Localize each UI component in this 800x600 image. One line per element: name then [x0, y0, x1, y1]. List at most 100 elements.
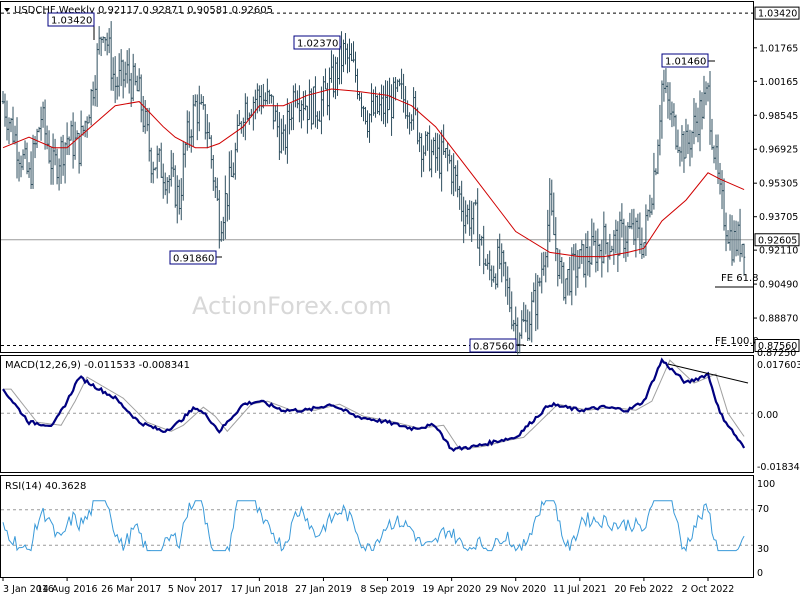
price-tick-label: 0.98545	[759, 111, 798, 122]
svg-text:0.87560: 0.87560	[473, 342, 514, 353]
ohlc-bar	[722, 178, 726, 231]
ohlc-bar	[278, 111, 281, 161]
ohlc-bar	[478, 234, 481, 266]
ohlc-bar	[164, 172, 167, 196]
price-bars	[1, 21, 746, 355]
macd-tick-top: 0.017603	[757, 360, 800, 371]
ohlc-bar	[180, 178, 183, 221]
ohlc-bar	[210, 135, 213, 169]
ohlc-bar	[137, 68, 141, 92]
ohlc-bar	[664, 68, 668, 94]
macd-tick-zero: 0.00	[757, 410, 778, 421]
ohlc-bar	[129, 72, 133, 108]
ohlc-bar	[264, 92, 267, 105]
ohlc-bar	[202, 95, 205, 110]
ohlc-bar	[530, 291, 533, 343]
ohlc-bar	[450, 155, 453, 195]
fe-618-label: FE 61.8	[721, 273, 759, 284]
ohlc-bar	[186, 110, 189, 151]
ohlc-bar	[482, 225, 485, 275]
ohlc-bar	[638, 212, 642, 254]
ohlc-bar	[386, 80, 389, 124]
collapse-triangle-icon[interactable]	[4, 8, 10, 12]
ohlc-bar	[688, 129, 692, 167]
ohlc-bar	[156, 145, 159, 179]
ohlc-bar	[696, 107, 700, 143]
ohlc-bar	[79, 110, 83, 167]
ohlc-bar	[83, 120, 87, 138]
ohlc-bar	[736, 221, 740, 256]
ohlc-bar	[15, 117, 19, 179]
ohlc-bar	[5, 100, 9, 141]
ohlc-bar	[624, 225, 628, 262]
ohlc-bar	[139, 74, 143, 123]
ohlc-bar	[378, 92, 381, 116]
ohlc-bar	[602, 211, 606, 264]
bottom-price-tick: 0.87250	[757, 348, 796, 359]
ohlc-bar	[730, 215, 734, 266]
ohlc-bar	[366, 110, 369, 138]
ohlc-bar	[394, 76, 397, 101]
ohlc-bar	[95, 43, 99, 107]
ohlc-bar	[254, 89, 257, 120]
ohlc-bar	[440, 129, 443, 192]
svg-text:0.87560: 0.87560	[758, 341, 797, 352]
ohlc-bar	[526, 309, 529, 341]
ohlc-bar	[318, 110, 321, 122]
ohlc-bar	[668, 82, 672, 121]
ohlc-bar	[178, 179, 181, 215]
ohlc-bar	[468, 200, 471, 236]
annotation-0-87560: 0.87560	[469, 338, 524, 353]
x-tick-label: 27 Jan 2019	[295, 584, 352, 595]
ohlc-bar	[694, 102, 698, 138]
ohlc-bar	[488, 250, 491, 281]
ohlc-bar	[464, 200, 467, 234]
ohlc-bar	[532, 282, 535, 303]
ohlc-bar	[584, 233, 588, 288]
ohlc-bar	[87, 114, 91, 124]
ohlc-bar	[446, 142, 449, 172]
ohlc-bar	[374, 86, 377, 118]
ohlc-bar	[131, 53, 135, 102]
ohlc-bar	[428, 125, 431, 172]
ohlc-bar	[148, 107, 151, 162]
moving-average-line	[2, 88, 745, 258]
ohlc-bar	[105, 32, 109, 56]
ohlc-bar	[23, 140, 27, 160]
ohlc-bar	[656, 139, 660, 175]
ohlc-bar	[174, 165, 177, 208]
svg-text:1.03420: 1.03420	[758, 9, 797, 20]
ohlc-bar	[115, 76, 119, 100]
ohlc-bar	[408, 112, 411, 135]
price-tick-label: 1.01765	[759, 43, 798, 54]
macd-divergence-trendline	[667, 363, 749, 384]
ohlc-bar	[336, 57, 339, 96]
ohlc-bar	[352, 41, 355, 63]
ohlc-bar	[232, 162, 235, 178]
ohlc-bar	[568, 256, 572, 296]
ohlc-bar	[282, 115, 285, 151]
ohlc-bar	[330, 50, 333, 83]
x-tick-label: 29 Nov 2020	[485, 584, 546, 595]
ohlc-bar	[388, 77, 391, 111]
rsi-tick-70: 70	[757, 504, 769, 515]
ohlc-bar	[117, 53, 121, 97]
macd-panel-frame	[0, 355, 754, 473]
ohlc-bar	[290, 103, 293, 131]
ohlc-bar	[402, 73, 405, 113]
ohlc-bar	[678, 146, 682, 167]
ohlc-bar	[382, 85, 385, 125]
ohlc-bar	[542, 251, 545, 276]
ohlc-bar	[578, 249, 582, 269]
ohlc-bar	[9, 117, 13, 133]
ohlc-bar	[574, 243, 578, 296]
svg-text:1.03420: 1.03420	[51, 16, 92, 27]
ohlc-bar	[176, 175, 179, 224]
ohlc-bar	[422, 145, 425, 172]
ohlc-bar	[654, 168, 658, 176]
ohlc-bar	[496, 238, 499, 288]
ohlc-bar	[562, 262, 565, 301]
ohlc-bar	[434, 132, 437, 173]
ohlc-bar	[702, 75, 706, 119]
